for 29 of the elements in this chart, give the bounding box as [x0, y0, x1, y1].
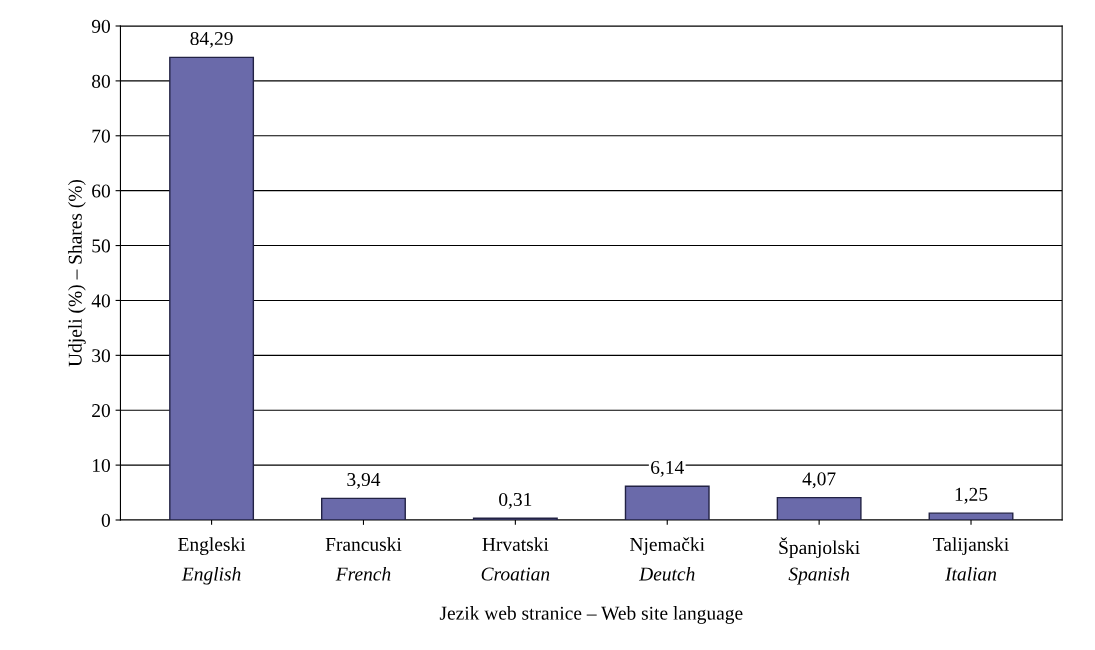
x-tick-label: Njemački Deutch	[630, 537, 705, 581]
y-tick-label: 50	[92, 239, 110, 253]
y-tick-label: 10	[92, 458, 110, 473]
bar	[776, 496, 862, 520]
data-label: 3,94	[347, 473, 381, 489]
data-label: 0,31	[499, 492, 532, 509]
bar	[169, 56, 255, 520]
bar	[624, 485, 710, 520]
data-label: 1,25	[955, 487, 988, 504]
y-tick-label: 40	[91, 294, 110, 308]
data-label: 4,07	[802, 472, 836, 489]
bar	[321, 497, 406, 520]
y-tick-label: 0	[101, 513, 110, 527]
y-axis-title: Udjeli (%) – Shares (%)	[68, 179, 86, 367]
x-tick-label: Hrvatski Croatian	[481, 537, 550, 581]
x-tick-label: Francuski French	[325, 537, 402, 581]
x-tick-label: Engleski English	[178, 537, 246, 585]
y-tick-label: 30	[92, 349, 110, 363]
data-label: 84,29	[190, 31, 233, 48]
y-tick-label: 20	[92, 404, 110, 418]
y-tick-label: 60	[92, 184, 110, 198]
bar	[928, 512, 1014, 520]
y-tick-label: 70	[92, 129, 110, 143]
data-label: 6,14	[651, 460, 684, 477]
x-tick-label: Španjolski Spanish	[779, 537, 860, 585]
x-axis-title: Jezik web stranice – Web site language	[439, 606, 743, 624]
y-tick-label: 90	[91, 19, 110, 33]
y-tick-label: 80	[92, 74, 110, 88]
x-tick-label: Talijanski Italian	[933, 537, 1009, 581]
